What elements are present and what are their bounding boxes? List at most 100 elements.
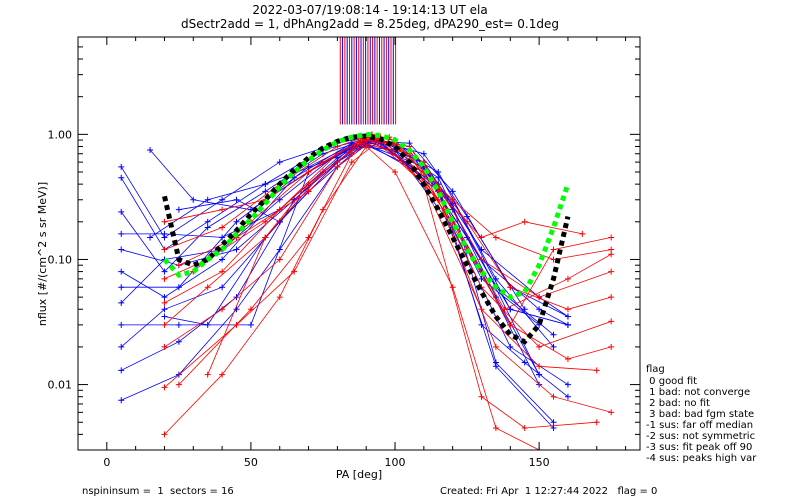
- red-series-point: [550, 246, 557, 253]
- blue-series-point: [204, 321, 211, 328]
- blue-series-line: [121, 144, 540, 401]
- x-axis-ticks: 0 50 100 150: [103, 37, 627, 469]
- legend-entry: 1 bad: not converge: [646, 387, 750, 398]
- red-series-point: [204, 284, 211, 291]
- blue-series-point: [219, 256, 226, 263]
- red-series-point: [564, 275, 571, 282]
- blue-series-line: [120, 140, 540, 375]
- red-series-point: [521, 218, 528, 225]
- blue-series-point: [521, 306, 528, 313]
- blue-series-point: [118, 321, 125, 328]
- blue-series-point: [204, 224, 211, 231]
- red-series-point: [262, 218, 269, 225]
- blue-series-point: [233, 306, 240, 313]
- red-series-point: [262, 234, 269, 241]
- blue-series-point: [118, 163, 125, 170]
- red-series-point: [608, 294, 615, 301]
- red-series-point: [536, 343, 543, 350]
- red-series-point: [204, 371, 211, 378]
- blue-series-point: [219, 234, 226, 241]
- blue-series-point: [147, 234, 154, 241]
- blue-series-point: [262, 188, 269, 195]
- red-series-point: [276, 294, 283, 301]
- red-series-point: [478, 234, 485, 241]
- blue-series-point: [204, 196, 211, 203]
- red-series-line: [164, 133, 612, 298]
- blue-series-point: [233, 218, 240, 225]
- red-series-point: [219, 371, 226, 378]
- blue-series-point: [118, 174, 125, 181]
- red-series-point: [392, 169, 399, 176]
- blue-series-point: [507, 343, 514, 350]
- red-series-point: [608, 343, 615, 350]
- red-series-point: [478, 256, 485, 263]
- blue-series-point: [161, 294, 168, 301]
- blue-series-point: [564, 313, 571, 320]
- blue-series-point: [550, 331, 557, 338]
- red-series-point: [507, 321, 514, 328]
- blue-series-point: [175, 284, 182, 291]
- blue-series-point: [564, 321, 571, 328]
- blue-series-point: [247, 321, 254, 328]
- red-series-point: [492, 424, 499, 431]
- red-series-point: [348, 159, 355, 166]
- red-series-point: [334, 163, 341, 170]
- blue-series-point: [276, 159, 283, 166]
- red-series-point: [219, 268, 226, 275]
- red-series-point: [550, 393, 557, 400]
- flag-legend: flag 0 good fit 1 bad: not converge 2 ba…: [646, 364, 757, 464]
- x-tick-label: 0: [103, 456, 110, 469]
- red-series-line: [207, 139, 612, 375]
- blue-series-point: [161, 306, 168, 313]
- curves-layer: [118, 37, 615, 450]
- x-tick-label: 50: [244, 456, 258, 469]
- red-series-point: [276, 256, 283, 263]
- blue-series-point: [449, 188, 456, 195]
- blue-series-point: [276, 246, 283, 253]
- red-series-point: [357, 137, 364, 144]
- red-series-point: [305, 234, 312, 241]
- blue-series-point: [118, 367, 125, 374]
- red-series-point: [161, 431, 168, 438]
- red-series-point: [161, 384, 168, 391]
- red-series-point: [579, 230, 586, 237]
- red-series-point: [608, 409, 615, 416]
- blue-series-point: [161, 268, 168, 275]
- blue-series-point: [219, 196, 226, 203]
- red-series-point: [521, 424, 528, 431]
- y-tick-label: 0.01: [48, 379, 73, 392]
- x-axis-label: PA [deg]: [336, 468, 382, 481]
- red-series-point: [608, 318, 615, 325]
- red-series-point: [564, 306, 571, 313]
- blue-series-point: [550, 343, 557, 350]
- blue-series-point: [147, 146, 154, 153]
- red-series-point: [161, 321, 168, 328]
- chart-title: 2022-03-07/19:08:14 - 19:14:13 UT ela: [252, 3, 487, 17]
- legend-entry: -3 sus: fit peak off 90: [646, 442, 752, 453]
- y-tick-label: 0.10: [48, 253, 73, 266]
- red-series-line: [178, 136, 597, 429]
- blue-series-point: [190, 196, 197, 203]
- blue-series-point: [521, 359, 528, 366]
- blue-series-point: [118, 268, 125, 275]
- blue-series-point: [219, 284, 226, 291]
- x-tick-label: 150: [529, 456, 550, 469]
- blue-series-point: [175, 321, 182, 328]
- red-series-point: [536, 363, 543, 370]
- red-series-point: [608, 251, 615, 258]
- blue-series-line: [164, 146, 569, 385]
- red-series-line: [193, 136, 583, 272]
- chart-subtitle: dSectr2add = 1, dPhAng2add = 8.25deg, dP…: [181, 17, 559, 31]
- blue-series-point: [204, 218, 211, 225]
- blue-series-point: [564, 381, 571, 388]
- blue-series-point: [118, 397, 125, 404]
- blue-series-point: [507, 306, 514, 313]
- blue-series-point: [262, 181, 269, 188]
- blue-series-point: [276, 196, 283, 203]
- blue-series-point: [233, 246, 240, 253]
- red-series-point: [219, 306, 226, 313]
- red-series-point: [161, 299, 168, 306]
- red-series-point: [305, 181, 312, 188]
- red-series-point: [175, 381, 182, 388]
